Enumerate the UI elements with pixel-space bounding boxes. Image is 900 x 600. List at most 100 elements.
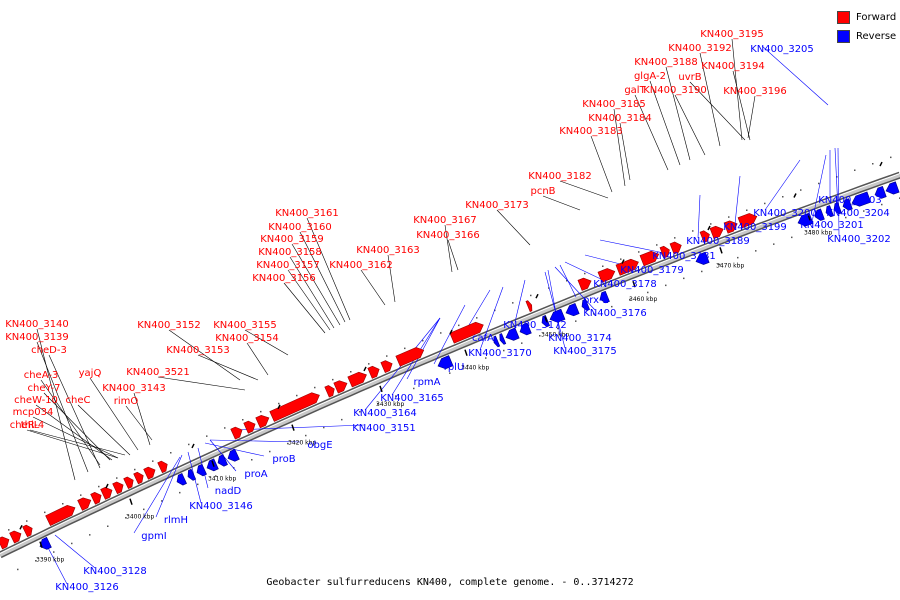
leader-line bbox=[54, 534, 96, 569]
tick-mark bbox=[807, 214, 811, 221]
reverse-gene-label: proA bbox=[244, 469, 267, 480]
forward-gene-label: KN400_3521 bbox=[126, 367, 190, 378]
leader-line bbox=[40, 379, 101, 466]
forward-gene-label: rimO bbox=[114, 396, 139, 407]
track-dot bbox=[197, 483, 199, 486]
forward-gene bbox=[639, 250, 660, 267]
track-dot bbox=[557, 327, 559, 330]
track-dot bbox=[683, 277, 685, 280]
track-dot bbox=[170, 452, 172, 454]
legend-reverse[interactable]: Reverse bbox=[837, 27, 896, 46]
forward-gene bbox=[737, 213, 758, 229]
track-mark bbox=[363, 366, 367, 372]
leader-line bbox=[665, 66, 691, 161]
reverse-gene-label: KN400_3146 bbox=[189, 501, 253, 512]
leader-line bbox=[697, 194, 701, 239]
leader-line bbox=[496, 209, 531, 246]
forward-gene bbox=[77, 497, 92, 511]
forward-gene-label: KN400_3195 bbox=[700, 29, 764, 40]
leader-line bbox=[29, 429, 126, 456]
track-dot bbox=[701, 270, 703, 273]
track-dot bbox=[368, 363, 370, 365]
track-dot bbox=[512, 302, 514, 304]
reverse-gene-label: rpmA bbox=[413, 377, 440, 388]
legend-forward[interactable]: Forward bbox=[837, 8, 896, 27]
forward-gene-label: mcp034 bbox=[13, 407, 54, 418]
forward-gene-label: cheR-4 bbox=[10, 420, 45, 431]
forward-gene bbox=[367, 365, 380, 379]
leader-line bbox=[289, 256, 335, 329]
reverse-gene-label: KN400_3201 bbox=[800, 220, 864, 231]
reverse-gene-label: prx-2 bbox=[583, 295, 609, 306]
track-dot bbox=[746, 209, 748, 211]
forward-gene-label: galT bbox=[624, 85, 646, 96]
track-dot bbox=[791, 236, 793, 239]
reverse-gene bbox=[833, 202, 842, 215]
track-dot bbox=[341, 418, 343, 421]
forward-gene bbox=[324, 385, 335, 398]
track-dot bbox=[782, 196, 784, 198]
track-dot bbox=[854, 169, 856, 171]
track-dot bbox=[566, 280, 568, 282]
reverse-gene-label: KN400_3203 bbox=[818, 195, 882, 206]
reverse-gene bbox=[842, 198, 853, 211]
leader-line bbox=[32, 416, 119, 459]
leader-line bbox=[283, 282, 326, 334]
leader-line bbox=[360, 269, 386, 306]
track-mark bbox=[621, 259, 625, 264]
legend-reverse-label: Reverse bbox=[856, 31, 897, 42]
forward-gene-label: KN400_3163 bbox=[356, 245, 420, 256]
forward-gene bbox=[230, 426, 243, 440]
leader-line bbox=[731, 38, 743, 141]
track-dot bbox=[377, 403, 379, 405]
track-dot bbox=[800, 189, 802, 191]
leader-line bbox=[387, 254, 396, 303]
track-mark bbox=[793, 193, 797, 198]
track-dot bbox=[35, 560, 37, 562]
forward-gene-label: KN400_3157 bbox=[256, 260, 320, 271]
reverse-gene bbox=[196, 463, 207, 477]
forward-gene bbox=[243, 420, 256, 434]
tick-mark bbox=[211, 460, 215, 467]
forward-gene bbox=[255, 414, 270, 429]
track-dot bbox=[134, 468, 136, 471]
track-dot bbox=[755, 250, 757, 252]
leader-line bbox=[444, 224, 453, 273]
track-dot bbox=[116, 477, 118, 479]
track-dot bbox=[620, 258, 622, 260]
forward-gene bbox=[9, 530, 22, 544]
tick-mark bbox=[291, 424, 295, 431]
track-dot bbox=[404, 347, 406, 350]
forward-gene-label: KN400_3154 bbox=[215, 333, 279, 344]
forward-gene-label: cheW-10 bbox=[14, 395, 58, 406]
track-dot bbox=[845, 216, 847, 219]
track-dot bbox=[449, 372, 451, 374]
forward-gene bbox=[577, 277, 592, 291]
forward-gene bbox=[699, 230, 710, 243]
forward-gene bbox=[22, 524, 33, 538]
forward-gene bbox=[659, 245, 670, 259]
forward-gene-label: KN400_3194 bbox=[701, 61, 765, 72]
forward-gene-label: cheY-7 bbox=[28, 383, 61, 394]
track-dot bbox=[539, 335, 541, 337]
forward-gene bbox=[395, 347, 425, 367]
reverse-gene bbox=[505, 327, 520, 341]
leader-line bbox=[233, 424, 365, 431]
forward-gene-label: thiL bbox=[21, 420, 40, 431]
reverse-gene-label: KN400_3165 bbox=[380, 393, 444, 404]
leader-line bbox=[155, 454, 183, 518]
track-dot bbox=[269, 450, 271, 453]
legend: Forward Reverse bbox=[837, 8, 896, 46]
reverse-gene-label: KN400_3151 bbox=[352, 423, 416, 434]
track-mark bbox=[879, 161, 883, 167]
tick-label: 3460 kbp bbox=[629, 296, 657, 303]
reverse-gene bbox=[565, 303, 580, 317]
leader-line bbox=[544, 271, 566, 349]
reverse-gene bbox=[227, 448, 240, 462]
forward-gene-label: KN400_3153 bbox=[166, 345, 230, 356]
reverse-gene bbox=[581, 298, 591, 311]
reverse-gene-label: KN400_3200 bbox=[753, 208, 817, 219]
forward-gene-label: KN400_3158 bbox=[258, 247, 322, 258]
forward-gene bbox=[597, 268, 616, 283]
leader-line bbox=[125, 405, 153, 441]
